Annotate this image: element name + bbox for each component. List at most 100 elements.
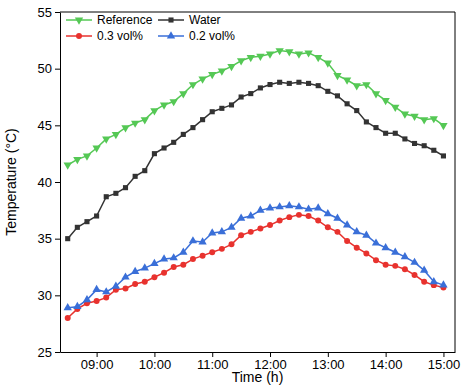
marker [275,48,283,55]
marker [410,114,418,121]
marker [65,315,71,321]
marker [179,91,187,98]
tick-label: 14:00 [370,357,403,372]
frame [455,12,456,352]
marker [73,302,81,309]
marker [285,49,293,56]
marker [190,256,196,262]
marker [121,125,129,132]
marker [218,69,226,76]
marker [391,105,399,112]
marker [325,89,330,94]
marker [315,218,321,224]
legend-marker [167,31,175,38]
tick: 55 [38,5,60,20]
line [68,206,444,308]
tick-label: 10:00 [139,357,172,372]
marker [373,125,378,130]
marker [295,52,303,59]
marker [362,82,370,89]
marker [344,238,350,244]
marker [421,279,427,285]
tick-mark [55,182,60,183]
marker [277,218,283,224]
marker [92,146,100,153]
marker [113,191,118,196]
marker [412,141,417,146]
x-axis-title: Time (h) [232,369,284,385]
marker [131,121,139,128]
tick: 09:00 [81,352,114,372]
marker [286,214,292,220]
line [68,82,444,238]
tick: 11:00 [197,352,229,372]
series [64,48,448,170]
marker [372,238,380,245]
tick: 15:00 [428,352,461,372]
marker [170,253,178,260]
marker [218,227,226,234]
marker [171,264,177,270]
marker [295,202,303,209]
marker [373,257,379,263]
marker [112,281,120,288]
marker [314,55,322,62]
tick: 50 [38,61,60,76]
marker [152,151,157,156]
series [65,212,447,321]
marker [94,298,100,304]
marker [372,91,380,98]
tick: 10:00 [139,352,172,372]
legend-label: Water [189,13,221,27]
marker [94,213,99,218]
tick-label: 55 [38,5,52,20]
marker [402,136,407,141]
marker [422,143,427,148]
marker [238,232,244,238]
marker [354,108,359,113]
marker [180,262,186,268]
marker [324,209,332,216]
marker [102,287,110,294]
marker [430,116,438,123]
marker [333,73,341,80]
marker [257,225,263,231]
marker [325,224,331,230]
tick: 35 [38,231,60,246]
marker [208,228,216,235]
tick: 14:00 [370,352,403,372]
marker [73,157,81,164]
marker [247,211,255,218]
legend-marker [168,17,173,22]
marker [247,55,255,62]
marker [362,230,370,237]
marker [219,246,225,252]
marker [141,263,149,270]
marker [381,243,389,250]
series-area [64,48,448,321]
marker [267,222,273,228]
marker [150,108,158,115]
marker [227,223,235,230]
marker [381,98,389,105]
marker [179,247,187,254]
legend-item: Water [158,13,221,27]
marker [181,132,186,137]
marker [208,72,216,79]
tick-label: 13:00 [312,357,345,372]
marker [133,174,138,179]
marker [170,99,178,106]
marker [334,229,340,235]
marker [189,236,197,243]
marker [275,202,283,209]
marker [227,64,235,71]
marker [420,266,428,273]
marker [306,81,311,86]
y-axis: 25303540455055 [38,5,61,360]
series [65,80,446,241]
marker [209,249,215,255]
tick-mark [55,239,60,240]
marker [343,78,351,85]
marker [296,212,302,218]
marker [142,279,148,285]
